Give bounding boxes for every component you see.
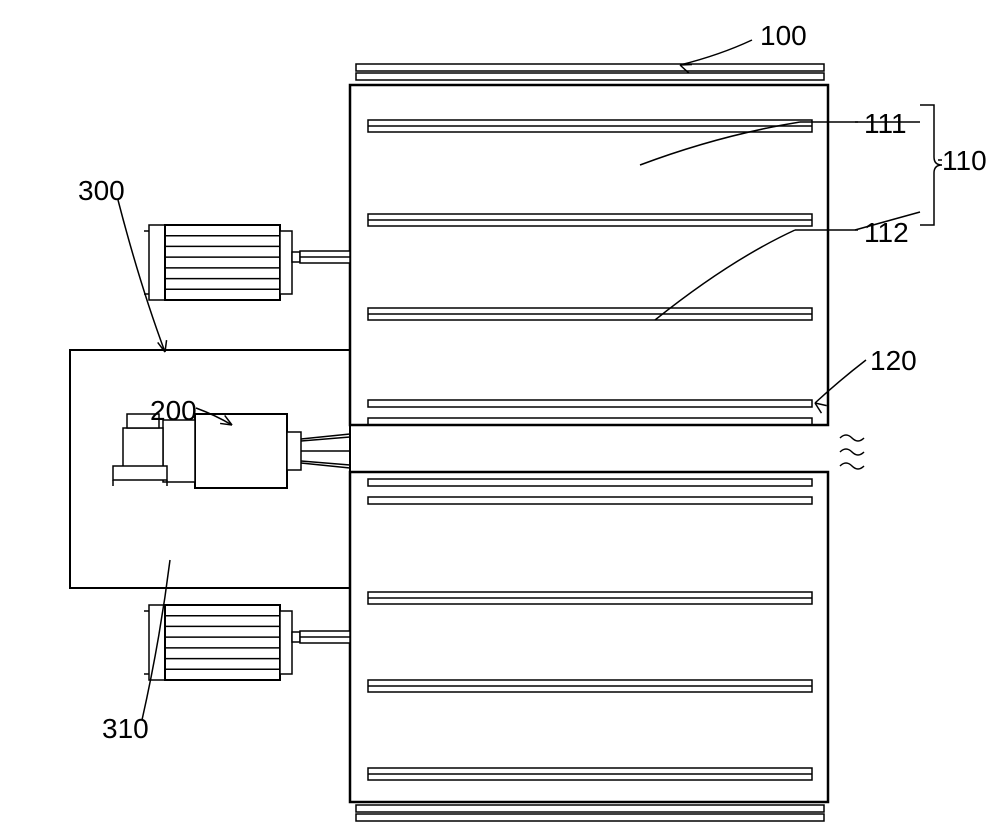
label-l120: 120 — [870, 345, 917, 377]
label-l100: 100 — [760, 20, 807, 52]
label-l300: 300 — [78, 175, 125, 207]
label-l200: 200 — [150, 395, 197, 427]
label-l110: 110 — [942, 145, 987, 177]
label-l310: 310 — [102, 713, 149, 745]
label-l112: 112 — [864, 217, 909, 249]
label-l111: 111 — [864, 108, 907, 140]
